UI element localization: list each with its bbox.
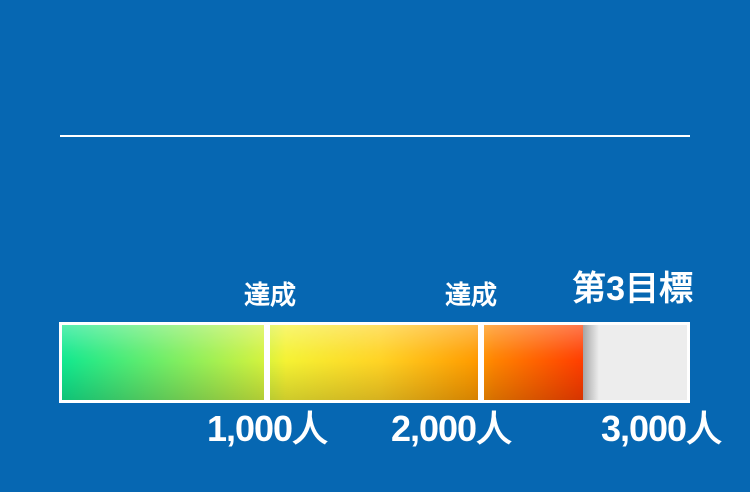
milestone-2-divider [478,325,484,400]
milestone-3-value-label: 3,000人 [600,408,722,449]
progress-fill-shading [62,325,583,400]
milestone-2-value-label: 2,000人 [390,408,512,449]
milestone-2-status-label: 達成 [444,280,498,310]
goal-progress-bar [59,322,690,403]
section-divider-line [60,135,690,137]
third-goal-title: 第3目標 [572,270,693,308]
milestone-1-divider [264,325,270,400]
progress-fill [62,325,599,400]
milestone-1-value-label: 1,000人 [206,408,328,449]
progress-track [62,325,687,400]
milestone-1-status-label: 達成 [243,280,297,310]
